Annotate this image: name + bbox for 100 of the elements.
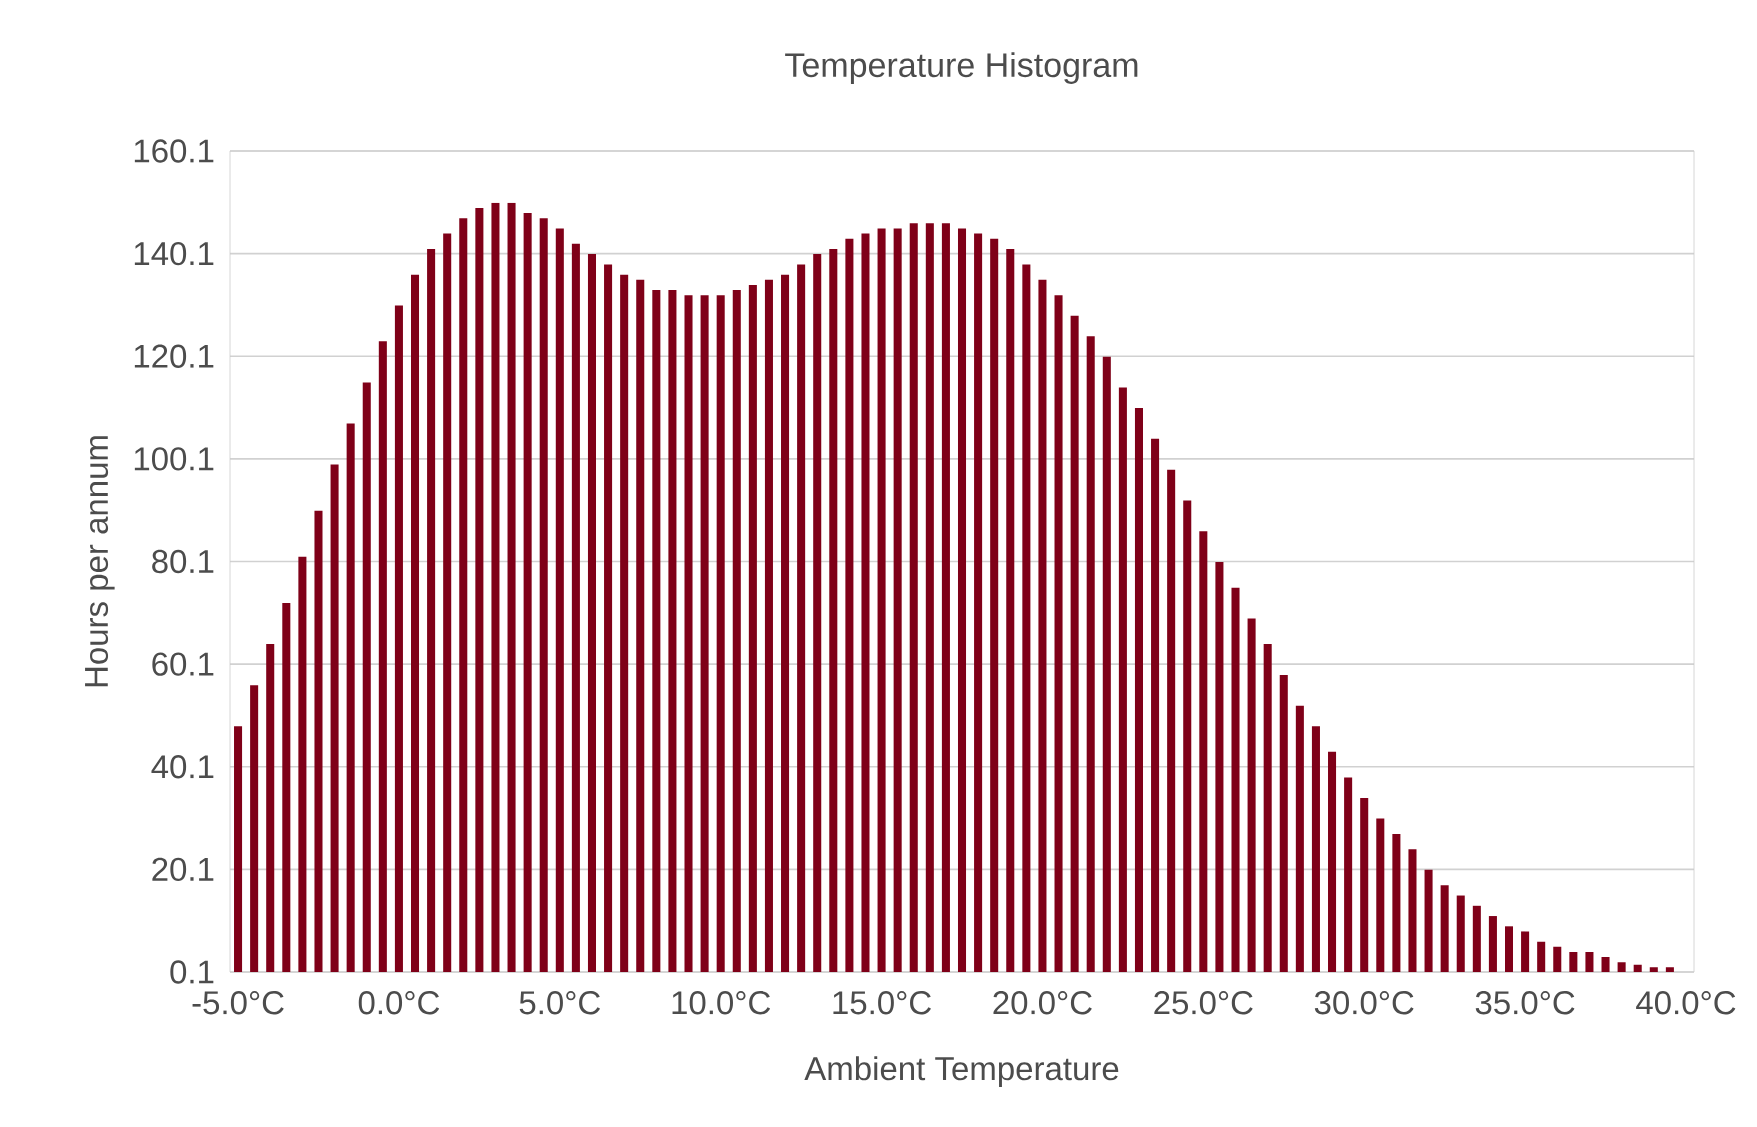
bar: [716, 295, 725, 972]
bar: [829, 248, 838, 972]
y-axis-title: Hours per annum: [85, 436, 115, 687]
bar: [1424, 869, 1433, 972]
bar: [1521, 931, 1530, 972]
bar: [491, 202, 500, 972]
bar: [475, 207, 484, 972]
bar: [1038, 279, 1047, 972]
bar: [1022, 264, 1031, 972]
bar: [394, 305, 403, 972]
bar: [1006, 248, 1015, 972]
bar: [523, 213, 532, 972]
bar: [1617, 962, 1626, 972]
bar: [1328, 751, 1337, 972]
bar: [1279, 674, 1288, 972]
bar: [893, 228, 902, 972]
bar: [1134, 408, 1143, 972]
bar: [411, 274, 420, 972]
x-tick-label: 5.0°C: [519, 991, 601, 1015]
bar: [925, 223, 934, 972]
y-tick-label: 0.1: [170, 960, 214, 984]
bar: [1472, 905, 1481, 972]
x-tick-label: 40.0°C: [1636, 991, 1736, 1015]
bar: [587, 254, 597, 972]
bar: [234, 726, 243, 972]
bar: [282, 603, 291, 972]
y-tick-label: 120.1: [134, 344, 214, 368]
y-tick-label: 60.1: [152, 652, 214, 676]
bar: [668, 290, 677, 972]
x-tick-label: 35.0°C: [1475, 991, 1575, 1015]
bar: [684, 295, 693, 972]
bar: [845, 238, 854, 972]
bar: [781, 274, 790, 972]
bar: [346, 423, 355, 972]
bar: [555, 228, 564, 972]
y-tick-label: 100.1: [134, 447, 214, 471]
bar: [636, 279, 645, 972]
y-tick-label: 140.1: [134, 241, 214, 266]
bar: [1601, 957, 1610, 972]
bar: [620, 274, 629, 972]
bar: [1665, 967, 1674, 972]
y-tick-label: 40.1: [151, 755, 214, 779]
bar: [1231, 587, 1240, 972]
bar: [813, 254, 822, 972]
bar: [732, 290, 741, 972]
bar: [1054, 295, 1063, 972]
bar: [330, 464, 339, 972]
bar: [957, 228, 967, 972]
bar: [1167, 469, 1176, 972]
bar: [861, 233, 870, 972]
x-tick-label: 0.0°C: [358, 991, 440, 1015]
bar: [1504, 926, 1514, 972]
x-tick-label: 30.0°C: [1314, 991, 1414, 1015]
bar: [427, 248, 436, 972]
y-tick-label: 160.1: [134, 139, 214, 163]
bar: [1408, 849, 1417, 972]
bar: [1295, 705, 1304, 972]
bar: [539, 218, 548, 972]
x-tick-label: 25.0°C: [1154, 991, 1253, 1015]
x-tick-label: 10.0°C: [672, 991, 771, 1015]
x-tick-label: 20.0°C: [993, 991, 1092, 1015]
bar: [1344, 777, 1353, 972]
bar: [877, 228, 886, 972]
bar: [378, 341, 387, 972]
bar: [1311, 726, 1320, 972]
bar: [459, 218, 468, 972]
chart-title: Temperature Histogram: [785, 52, 1138, 84]
bar: [507, 202, 516, 972]
bar: [1585, 951, 1594, 972]
bar: [700, 295, 709, 972]
x-axis-title: Ambient Temperature: [804, 1056, 1119, 1087]
bar: [748, 284, 757, 972]
bar: [1070, 315, 1079, 972]
bar: [1569, 951, 1578, 972]
bar: [314, 510, 323, 972]
bar: [990, 238, 999, 972]
y-tick-label: 20.1: [152, 857, 214, 882]
x-tick-label: 15.0°C: [833, 991, 931, 1015]
bar: [652, 290, 661, 972]
bar: [764, 279, 773, 972]
bar: [1151, 438, 1160, 972]
bar: [1183, 500, 1192, 972]
bar: [1102, 356, 1111, 972]
x-tick-label: -5.0°C: [192, 991, 284, 1015]
bar: [1360, 798, 1369, 972]
y-tick-label: 80.1: [152, 549, 214, 574]
bar: [298, 556, 307, 972]
bar: [1537, 941, 1546, 972]
bar: [1086, 336, 1095, 972]
bar: [941, 223, 950, 972]
bar: [1440, 885, 1449, 972]
bar: [797, 264, 806, 972]
bar: [1392, 833, 1401, 972]
bar: [1633, 964, 1642, 972]
bar: [1649, 967, 1658, 972]
bar: [1199, 531, 1208, 972]
bar: [1215, 562, 1224, 972]
bar: [362, 382, 371, 972]
bar: [604, 264, 613, 972]
bar: [1118, 387, 1127, 972]
